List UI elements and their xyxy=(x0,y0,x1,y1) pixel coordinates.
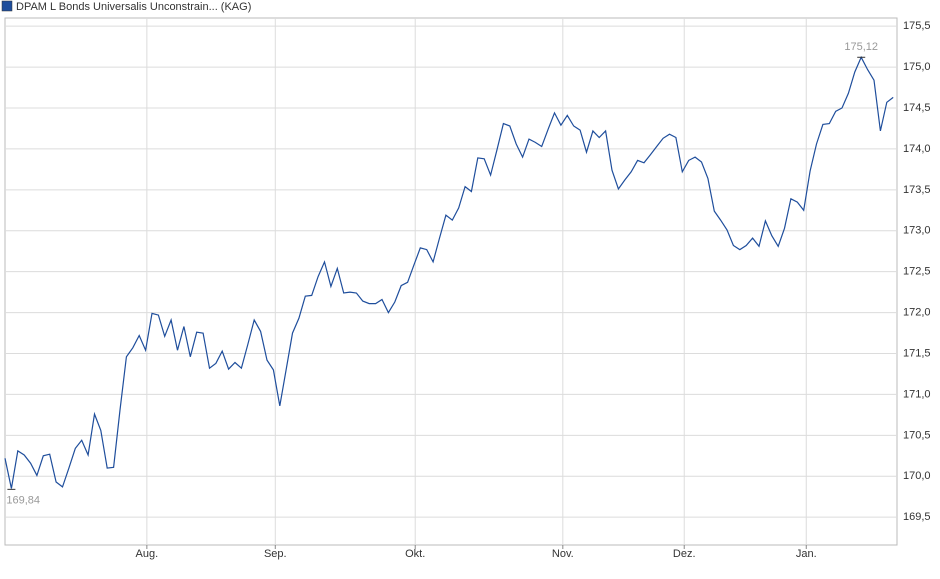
y-tick-label: 172,0 xyxy=(903,307,931,319)
x-tick-label: Nov. xyxy=(552,548,574,560)
y-tick-label: 173,5 xyxy=(903,184,931,196)
y-tick-label: 174,0 xyxy=(903,143,931,155)
plot-frame xyxy=(4,17,898,546)
y-tick-label: 175,5 xyxy=(903,20,931,32)
y-tick-label: 174,5 xyxy=(903,102,931,114)
y-tick-label: 170,0 xyxy=(903,470,931,482)
y-tick-label: 169,5 xyxy=(903,511,931,523)
x-tick-label: Jan. xyxy=(796,548,817,560)
x-tick-label: Okt. xyxy=(405,548,425,560)
legend-label: DPAM L Bonds Universalis Unconstrain... … xyxy=(16,1,251,13)
x-tick-label: Dez. xyxy=(673,548,696,560)
legend-swatch xyxy=(1,0,13,12)
y-tick-label: 173,0 xyxy=(903,225,931,237)
y-tick-label: 171,5 xyxy=(903,347,931,359)
x-tick-label: Aug. xyxy=(136,548,159,560)
y-tick-label: 172,5 xyxy=(903,266,931,278)
line-series xyxy=(4,55,894,489)
annotation-label: 169,84 xyxy=(6,494,40,506)
y-tick-label: 175,0 xyxy=(903,61,931,73)
x-tick-label: Sep. xyxy=(264,548,287,560)
y-tick-label: 170,5 xyxy=(903,429,931,441)
y-tick-label: 171,0 xyxy=(903,388,931,400)
annotation-label: 175,12 xyxy=(844,41,878,53)
